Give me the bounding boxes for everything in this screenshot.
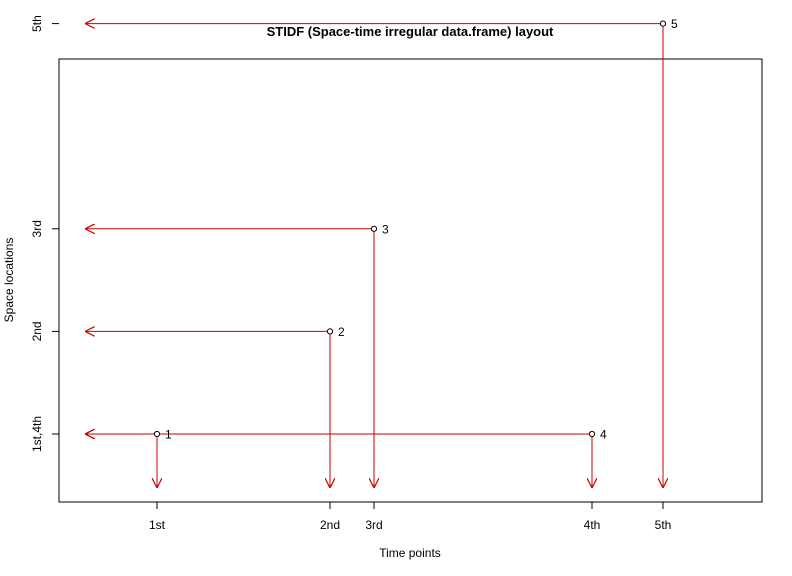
- y-tick-label: 3rd: [30, 220, 44, 237]
- data-point: [370, 225, 378, 232]
- arrows: [86, 24, 663, 487]
- data-point: [326, 328, 334, 335]
- y-tick-label: 1st,4th: [30, 416, 44, 452]
- point-label: 1: [165, 428, 172, 442]
- point-label: 4: [600, 428, 607, 442]
- x-tick-label: 3rd: [365, 518, 382, 532]
- chart-title: STIDF (Space-time irregular data.frame) …: [267, 24, 554, 39]
- points: 1 2 3 4 5: [153, 17, 678, 442]
- y-axis: 1st,4th 2nd 3rd 5th: [30, 15, 59, 452]
- y-tick-label: 5th: [30, 15, 44, 32]
- point-label: 5: [671, 17, 678, 31]
- data-point: [659, 20, 667, 27]
- x-axis: 1st 2nd 3rd 4th 5th: [149, 502, 671, 532]
- y-axis-label: Space locations: [2, 238, 16, 323]
- x-axis-label: Time points: [379, 546, 441, 560]
- y-tick-label: 2nd: [30, 321, 44, 341]
- x-tick-label: 1st: [149, 518, 166, 532]
- data-point: [588, 430, 596, 438]
- point-label: 3: [382, 222, 389, 236]
- point-label: 2: [338, 325, 345, 339]
- plot-frame: [58, 58, 763, 503]
- x-tick-label: 5th: [655, 518, 672, 532]
- data-point: [153, 430, 161, 438]
- x-tick-label: 2nd: [320, 518, 340, 532]
- x-tick-label: 4th: [584, 518, 601, 532]
